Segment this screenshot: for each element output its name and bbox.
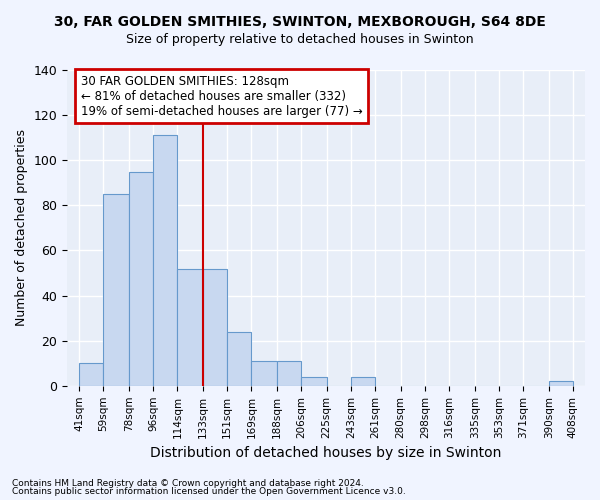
Bar bbox=[79, 364, 103, 386]
Bar bbox=[103, 194, 129, 386]
Text: Size of property relative to detached houses in Swinton: Size of property relative to detached ho… bbox=[126, 32, 474, 46]
Text: 30, FAR GOLDEN SMITHIES, SWINTON, MEXBOROUGH, S64 8DE: 30, FAR GOLDEN SMITHIES, SWINTON, MEXBOR… bbox=[54, 15, 546, 29]
Bar bbox=[227, 332, 251, 386]
Bar bbox=[548, 382, 573, 386]
Bar bbox=[251, 361, 277, 386]
X-axis label: Distribution of detached houses by size in Swinton: Distribution of detached houses by size … bbox=[151, 446, 502, 460]
Bar bbox=[153, 136, 178, 386]
Bar bbox=[178, 268, 203, 386]
Y-axis label: Number of detached properties: Number of detached properties bbox=[15, 130, 28, 326]
Bar bbox=[301, 377, 327, 386]
Text: Contains HM Land Registry data © Crown copyright and database right 2024.: Contains HM Land Registry data © Crown c… bbox=[12, 478, 364, 488]
Bar bbox=[277, 361, 301, 386]
Text: 30 FAR GOLDEN SMITHIES: 128sqm
← 81% of detached houses are smaller (332)
19% of: 30 FAR GOLDEN SMITHIES: 128sqm ← 81% of … bbox=[80, 74, 362, 118]
Bar bbox=[351, 377, 375, 386]
Text: Contains public sector information licensed under the Open Government Licence v3: Contains public sector information licen… bbox=[12, 487, 406, 496]
Bar bbox=[129, 172, 153, 386]
Bar bbox=[203, 268, 227, 386]
